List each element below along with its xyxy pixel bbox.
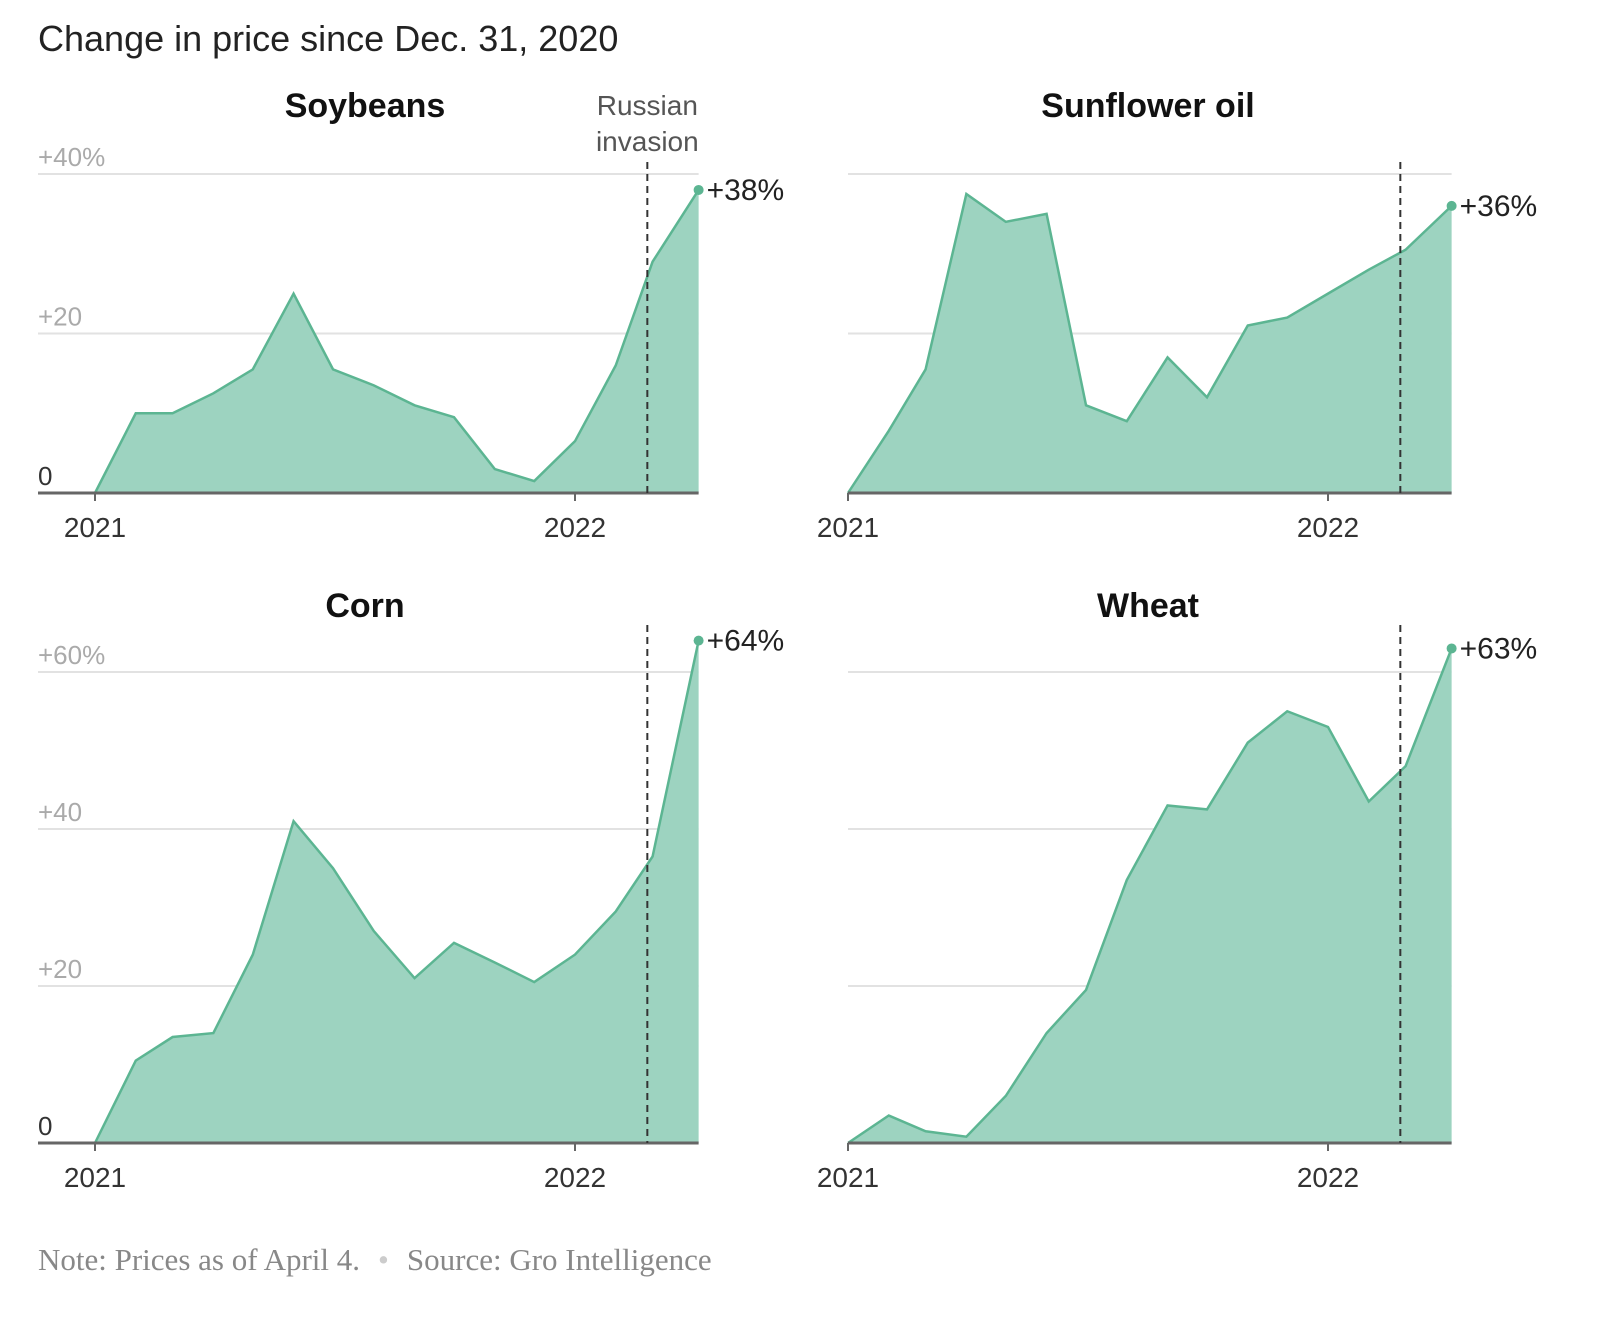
x-tick-label: 2021 bbox=[817, 512, 879, 543]
end-value-label: +64% bbox=[707, 625, 785, 658]
panel-title: Wheat bbox=[1097, 587, 1199, 625]
series-line bbox=[93, 640, 700, 1144]
note-text: Note: Prices as of April 4. bbox=[38, 1242, 361, 1277]
x-tick-label: 2022 bbox=[1297, 1162, 1359, 1193]
area-fill bbox=[95, 189, 699, 493]
separator-dot: • bbox=[378, 1242, 389, 1277]
area-fill bbox=[95, 640, 699, 1143]
end-value-label: +38% bbox=[707, 174, 785, 207]
data-point bbox=[693, 184, 704, 195]
x-tick-label: 2022 bbox=[1297, 512, 1359, 543]
panel-title: Soybeans bbox=[285, 87, 446, 125]
y-tick-label: +60% bbox=[38, 640, 105, 670]
area-fill bbox=[848, 193, 1452, 493]
chart-title: Change in price since Dec. 31, 2020 bbox=[38, 18, 619, 59]
series-line bbox=[93, 189, 700, 494]
end-value-label: +36% bbox=[1460, 190, 1538, 223]
footnote: Note: Prices as of April 4. • Source: Gro … bbox=[38, 1242, 712, 1278]
annotation-label: Russian bbox=[597, 90, 698, 121]
x-tick-label: 2021 bbox=[64, 512, 126, 543]
y-tick-label: +40% bbox=[38, 142, 105, 172]
y-tick-label: 0 bbox=[38, 461, 52, 491]
series-line bbox=[847, 647, 1453, 1145]
data-point bbox=[693, 635, 704, 646]
y-tick-label: +20 bbox=[38, 954, 82, 984]
y-tick-label: +40 bbox=[38, 797, 82, 827]
x-tick-label: 2021 bbox=[64, 1162, 126, 1193]
x-tick-label: 2022 bbox=[544, 512, 606, 543]
y-tick-label: +20 bbox=[38, 302, 82, 332]
source-text: Source: Gro Intelligence bbox=[406, 1242, 712, 1277]
panel-sunflower-oil: 2021 2022 Sunflower oil +36% bbox=[817, 87, 1537, 543]
panel-title: Sunflower oil bbox=[1041, 87, 1254, 125]
x-tick-label: 2021 bbox=[817, 1162, 879, 1193]
panel-soybeans: 0 +20 +40% 2021 2022 Russian invasion Soybeans +… bbox=[38, 87, 784, 543]
data-point bbox=[1446, 643, 1457, 654]
panel-wheat: 2021 2022 Wheat +63% bbox=[817, 587, 1537, 1193]
y-tick-label: 0 bbox=[38, 1111, 52, 1141]
series-line bbox=[846, 191, 1453, 494]
annotation-label: invasion bbox=[596, 126, 699, 157]
x-tick-label: 2022 bbox=[544, 1162, 606, 1193]
area-fill bbox=[848, 648, 1452, 1143]
end-value-label: +63% bbox=[1460, 632, 1538, 665]
data-point bbox=[1446, 200, 1457, 211]
panel-title: Corn bbox=[325, 587, 404, 625]
panel-corn: 0 +20 +40 +60% 2021 2022 Corn +64% bbox=[38, 587, 784, 1193]
